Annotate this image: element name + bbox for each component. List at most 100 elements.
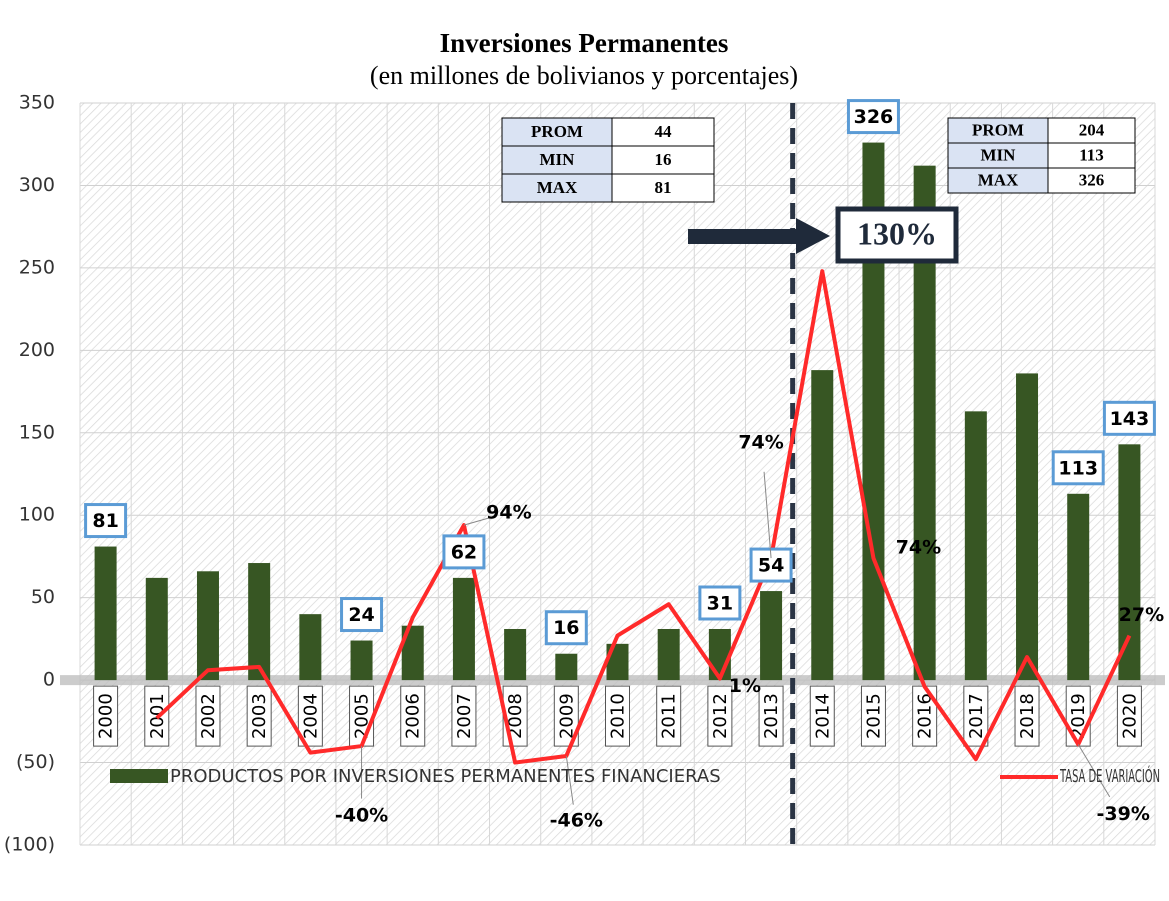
stat-value-cell — [611, 173, 715, 203]
x-tick-box — [553, 685, 579, 747]
y-tick-label: 300 — [19, 174, 55, 196]
bar — [811, 370, 834, 681]
bar-label: 326 — [854, 106, 894, 128]
bar — [862, 142, 885, 681]
line-label: -46% — [550, 809, 603, 831]
stat-value: 204 — [1079, 120, 1105, 139]
line-label: 94% — [486, 502, 531, 524]
stat-key: MAX — [978, 170, 1019, 189]
x-tick-box — [758, 685, 784, 747]
line-label: -40% — [335, 805, 388, 827]
line-label: 1% — [729, 675, 761, 697]
stat-value: 81 — [655, 178, 672, 197]
bar — [452, 577, 475, 681]
bar-label: 113 — [1058, 457, 1098, 479]
y-tick-label: (50) — [16, 751, 55, 773]
x-tick: 2006 — [400, 685, 426, 747]
x-tick-label: 2014 — [812, 693, 833, 739]
x-tick: 2004 — [297, 685, 323, 747]
x-tick: 2018 — [1014, 685, 1040, 747]
legend-swatch — [110, 769, 168, 783]
bar — [401, 625, 424, 681]
x-tick: 2012 — [707, 685, 733, 747]
stat-key-cell — [947, 117, 1049, 144]
x-tick: 2003 — [246, 685, 272, 747]
x-tick-box — [1116, 685, 1142, 747]
bar-label: 54 — [758, 555, 784, 577]
line-label: 74% — [896, 537, 941, 559]
bar — [1016, 373, 1039, 681]
stat-key: MIN — [981, 145, 1017, 164]
x-tick-label: 2018 — [1017, 693, 1038, 739]
bar-label: 24 — [348, 604, 374, 626]
y-tick-label: 200 — [19, 339, 55, 361]
x-tick-box — [297, 685, 323, 747]
bar-label: 31 — [707, 592, 733, 614]
bar-label: 81 — [92, 510, 118, 532]
x-tick-label: 2007 — [454, 693, 475, 739]
x-tick-box — [400, 685, 426, 747]
x-tick: 2020 — [1116, 685, 1142, 747]
bar — [708, 628, 731, 681]
bar — [1067, 493, 1090, 681]
x-tick: 2019 — [1065, 685, 1091, 747]
x-tick-label: 2006 — [403, 693, 424, 739]
x-tick: 2007 — [451, 685, 477, 747]
bar-label-box — [84, 503, 128, 539]
stat-value: 326 — [1079, 170, 1105, 189]
x-tick: 2016 — [912, 685, 938, 747]
bar-label: 16 — [553, 617, 579, 639]
stat-value: 113 — [1079, 145, 1104, 164]
bar — [248, 563, 271, 681]
y-tick-label: 250 — [19, 256, 55, 278]
stat-key-cell — [501, 117, 613, 147]
x-tick: 2010 — [605, 685, 630, 747]
stat-key: MIN — [540, 150, 576, 169]
x-tick-label: 2000 — [96, 693, 117, 739]
stat-value: 16 — [655, 150, 672, 169]
x-tick-label: 2015 — [863, 693, 884, 739]
bar-label-box — [544, 610, 588, 646]
stat-value-cell — [611, 145, 715, 175]
stat-value: 44 — [655, 122, 673, 141]
x-tick: 2005 — [349, 685, 375, 747]
x-tick-box — [246, 685, 272, 747]
x-tick-label: 2017 — [966, 693, 987, 739]
annotation: 130% — [857, 215, 937, 251]
line-label: 27% — [1119, 604, 1164, 626]
bar-label-box — [698, 585, 742, 621]
bar — [913, 165, 936, 681]
bar — [1118, 444, 1141, 681]
line-label: -39% — [1097, 803, 1150, 825]
line-label: 74% — [738, 432, 783, 454]
stat-key-cell — [947, 167, 1049, 194]
x-tick-label: 2013 — [761, 693, 782, 739]
chart-title: Inversiones Permanentes — [440, 28, 729, 58]
x-tick-box — [860, 685, 886, 747]
bar — [760, 591, 783, 681]
bar — [657, 628, 680, 681]
x-tick-label: 2010 — [608, 693, 629, 739]
x-tick: 2009 — [553, 685, 579, 747]
bar — [964, 411, 987, 681]
arrow-shaft — [688, 229, 798, 244]
chart-subtitle: (en millones de bolivianos y porcentajes… — [370, 61, 798, 90]
x-tick-box — [195, 685, 221, 747]
leader-line — [565, 755, 574, 805]
leader-line — [463, 515, 496, 526]
bar — [350, 640, 373, 681]
x-tick: 2013 — [758, 685, 784, 747]
stat-key: PROM — [531, 122, 583, 141]
x-tick-label: 2011 — [659, 693, 680, 739]
bar — [94, 546, 117, 681]
bar-label-box — [340, 597, 384, 633]
x-tick-box — [605, 685, 630, 747]
stat-value-cell — [1047, 142, 1136, 169]
x-tick-box — [451, 685, 477, 747]
bar-label: 62 — [451, 541, 477, 563]
x-tick: 2000 — [93, 685, 119, 747]
arrow-head — [796, 218, 830, 254]
legend-label: TASA DE VARIACIÓN — [1059, 765, 1160, 787]
x-tick-label: 2008 — [505, 693, 526, 739]
